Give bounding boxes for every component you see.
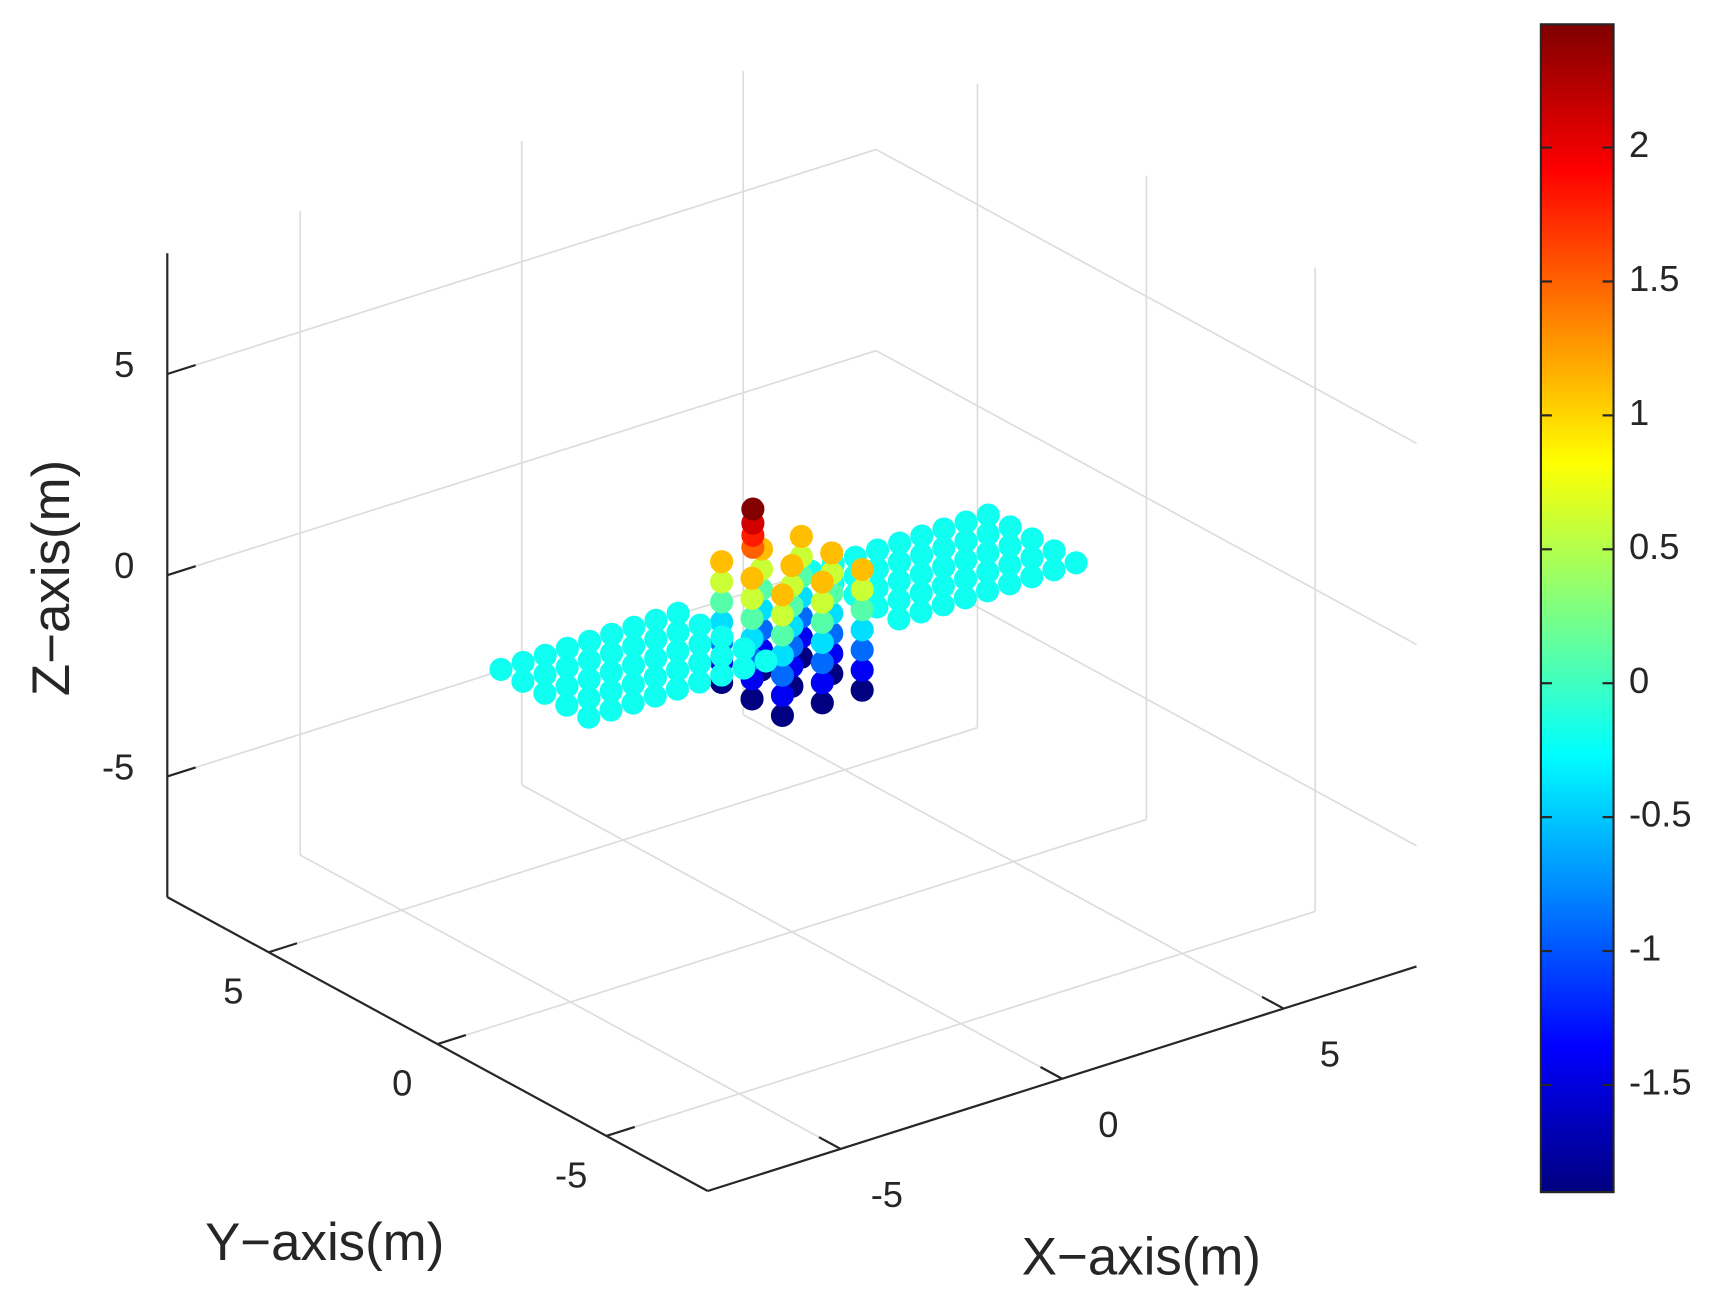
grid-line: [875, 148, 1417, 445]
point: [887, 607, 911, 631]
point: [643, 684, 667, 708]
y-tick-label: 5: [223, 971, 243, 1012]
grid-line: [437, 818, 1147, 1045]
point: [710, 550, 734, 574]
point: [850, 638, 874, 662]
grid-line: [167, 148, 877, 375]
y-axis-label: Y−axis(m): [205, 1213, 444, 1272]
point: [710, 590, 734, 614]
z-tick-label: -5: [102, 746, 134, 787]
z-tick: [166, 565, 196, 577]
colorbar-tick-label: -1.5: [1629, 1062, 1692, 1103]
point: [740, 687, 764, 711]
grid-line: [606, 910, 1316, 1137]
x-tick: [1261, 995, 1285, 1010]
point: [850, 578, 874, 602]
point: [754, 649, 778, 673]
point: [789, 524, 813, 549]
point: [740, 606, 764, 631]
z-axis-label: Z−axis(m): [22, 460, 81, 696]
point: [1042, 558, 1066, 582]
grid-line: [875, 349, 1417, 646]
x-tick: [1039, 1066, 1063, 1080]
point: [687, 670, 712, 694]
x-tick: [818, 1136, 842, 1150]
point: [850, 598, 874, 622]
point: [710, 570, 734, 594]
point: [555, 693, 579, 717]
point: [850, 557, 874, 582]
point: [1020, 565, 1044, 589]
point: [810, 570, 834, 594]
point: [665, 677, 689, 701]
point: [770, 683, 794, 707]
point: [533, 681, 557, 705]
point: [810, 630, 834, 655]
z-tick-label: 0: [114, 545, 134, 586]
point: [740, 586, 764, 610]
y-tick: [437, 1034, 467, 1046]
colorbar-tick-label: 0.5: [1629, 526, 1679, 567]
grid-line: [268, 726, 978, 954]
point: [511, 669, 535, 693]
point: [770, 623, 794, 647]
point: [770, 583, 794, 607]
point: [810, 691, 834, 715]
z-tick: [166, 363, 196, 376]
y-tick: [606, 1125, 636, 1137]
colorbar-tick-label: 1: [1629, 392, 1649, 433]
point-cloud: [489, 497, 1088, 729]
point: [621, 691, 645, 715]
point: [770, 603, 794, 627]
point: [710, 663, 734, 687]
colorbar-tick-label: 1.5: [1629, 258, 1679, 299]
colorbar-tick-label: -0.5: [1629, 794, 1692, 835]
grid-line: [167, 349, 877, 576]
x-tick-label: 0: [1098, 1104, 1118, 1145]
x-tick-label: 5: [1320, 1034, 1340, 1075]
point: [810, 651, 834, 675]
y-tick-label: 0: [392, 1062, 412, 1103]
y-tick-label: -5: [555, 1154, 587, 1195]
x-axis-label: X−axis(m): [1022, 1227, 1261, 1286]
point: [909, 600, 933, 624]
point: [820, 541, 844, 565]
point: [732, 656, 756, 680]
x-tick-label: -5: [871, 1174, 903, 1215]
y-tick: [268, 942, 298, 954]
axes: -5 0 5 -5 0 5 -5 0 5: [102, 253, 1417, 1215]
point: [1064, 551, 1088, 575]
point: [975, 579, 1000, 603]
point: [741, 497, 765, 521]
point: [577, 705, 601, 729]
colorbar-tick-label: 2: [1629, 124, 1649, 165]
point: [850, 618, 874, 642]
point: [489, 657, 513, 681]
point: [931, 593, 955, 617]
point: [850, 658, 874, 682]
point: [810, 590, 834, 614]
point: [770, 703, 794, 728]
colorbar-tick-label: -1: [1629, 928, 1661, 969]
colorbar: -1.5 -1 -0.5 0 0.5 1 1.5 2: [1539, 23, 1692, 1194]
x-axis-line: [707, 965, 1417, 1193]
y-axis-line: [166, 896, 709, 1192]
colorbar-gradient: [1539, 23, 1615, 1194]
colorbar-tick-label: 0: [1629, 660, 1649, 701]
z-tick-label: 5: [114, 344, 134, 385]
point: [599, 698, 623, 722]
z-tick: [166, 766, 196, 778]
point: [810, 610, 834, 634]
point: [998, 572, 1022, 596]
point: [810, 671, 834, 695]
point: [953, 586, 977, 610]
point: [740, 566, 764, 590]
point: [850, 678, 874, 702]
point: [780, 554, 804, 578]
